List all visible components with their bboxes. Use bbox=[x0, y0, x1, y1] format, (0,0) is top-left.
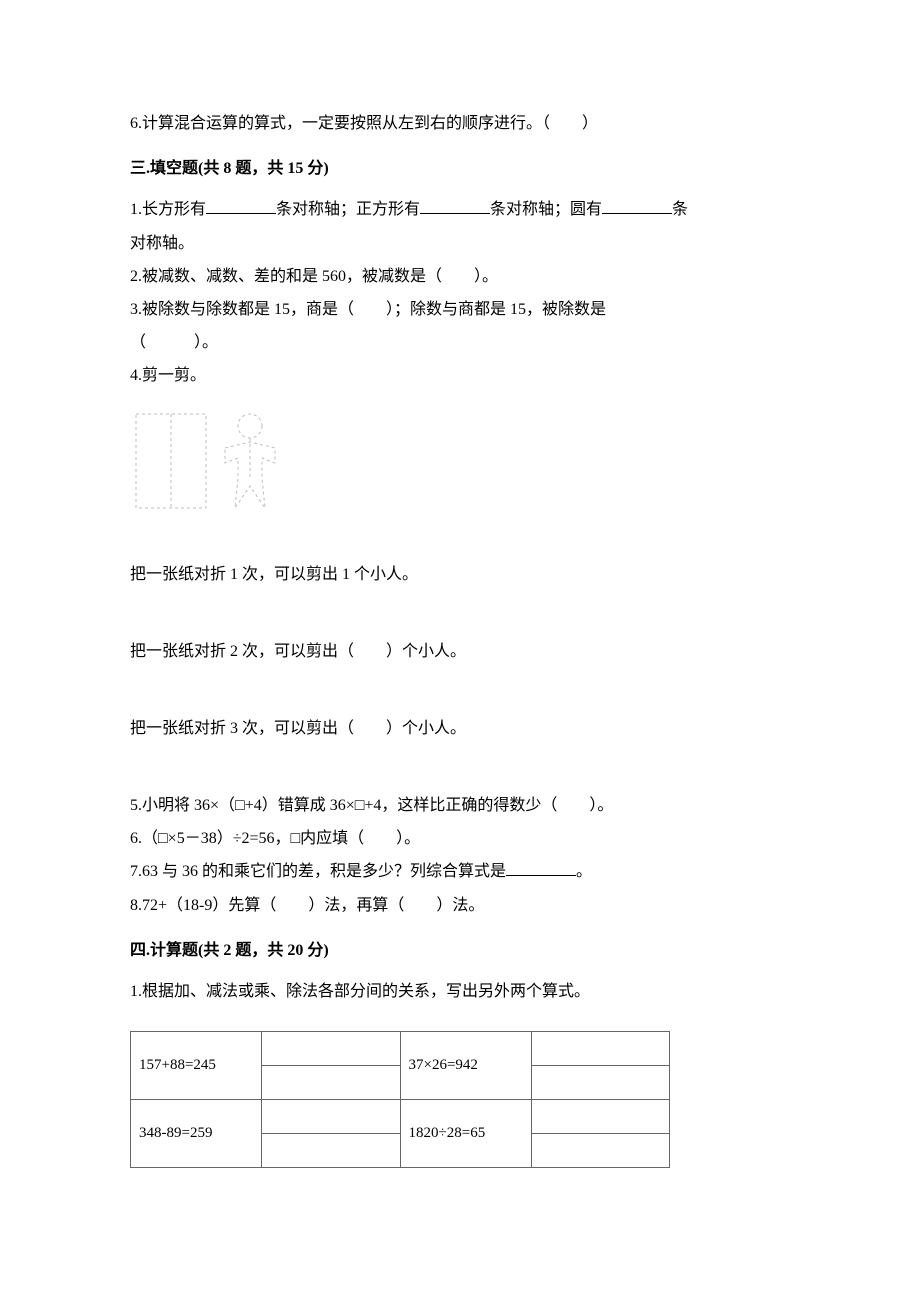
fold-figure bbox=[130, 408, 790, 523]
s3-q1-a: 1.长方形有 bbox=[130, 201, 206, 218]
s3-q5: 5.小明将 36×（□+4）错算成 36×□+4，这样比正确的得数少（ ）。 bbox=[130, 792, 790, 819]
cell-blank bbox=[531, 1032, 669, 1066]
s3-q1-b: 条对称轴；正方形有 bbox=[276, 201, 420, 218]
cell-348: 348-89=259 bbox=[131, 1100, 262, 1168]
cell-blank bbox=[262, 1100, 400, 1134]
person-icon bbox=[225, 414, 275, 508]
s3-q4-l2: 把一张纸对折 2 次，可以剪出（ ）个小人。 bbox=[130, 638, 790, 665]
s3-q1: 1.长方形有 条对称轴；正方形有 条对称轴；圆有 条 bbox=[130, 196, 790, 223]
calc-table: 157+88=245 37×26=942 348-89=259 1820÷28=… bbox=[130, 1031, 670, 1168]
spacer bbox=[130, 594, 790, 638]
spacer bbox=[130, 533, 790, 561]
s3-q4: 4.剪一剪。 bbox=[130, 362, 790, 389]
blank bbox=[602, 197, 672, 214]
s3-q8: 8.72+（18-9）先算（ ）法，再算（ ）法。 bbox=[130, 892, 790, 919]
s3-q3b: （ ）。 bbox=[130, 329, 790, 356]
cell-1820: 1820÷28=65 bbox=[400, 1100, 531, 1168]
section2-q6: 6.计算混合运算的算式，一定要按照从左到右的顺序进行。（ ） bbox=[130, 110, 790, 137]
s3-q6: 6.（□×5－38）÷2=56，□内应填（ ）。 bbox=[130, 825, 790, 852]
s3-q2: 2.被减数、减数、差的和是 560，被减数是（ ）。 bbox=[130, 263, 790, 290]
spacer bbox=[130, 671, 790, 715]
calc-table-wrap: 157+88=245 37×26=942 348-89=259 1820÷28=… bbox=[130, 1031, 790, 1168]
s3-q1-cont: 对称轴。 bbox=[130, 230, 790, 257]
s3-q3a: 3.被除数与除数都是 15，商是（ ）；除数与商都是 15，被除数是 bbox=[130, 296, 790, 323]
s3-q7-a: 7.63 与 36 的和乘它们的差，积是多少？列综合算式是 bbox=[130, 863, 506, 880]
s3-q7: 7.63 与 36 的和乘它们的差，积是多少？列综合算式是 。 bbox=[130, 858, 790, 885]
s3-q4-l1: 把一张纸对折 1 次，可以剪出 1 个小人。 bbox=[130, 561, 790, 588]
section3-title: 三.填空题(共 8 题，共 15 分) bbox=[130, 155, 790, 182]
cell-blank bbox=[531, 1134, 669, 1168]
fold-svg bbox=[130, 408, 300, 518]
table-row: 348-89=259 1820÷28=65 bbox=[131, 1100, 670, 1134]
blank bbox=[506, 859, 576, 876]
cell-blank bbox=[262, 1032, 400, 1066]
blank bbox=[206, 197, 276, 214]
s3-q1-c: 条对称轴；圆有 bbox=[490, 201, 602, 218]
s4-q1: 1.根据加、减法或乘、除法各部分间的关系，写出另外两个算式。 bbox=[130, 978, 790, 1005]
cell-blank bbox=[262, 1066, 400, 1100]
cell-157: 157+88=245 bbox=[131, 1032, 262, 1100]
s3-q1-d: 条 bbox=[672, 201, 688, 218]
cell-37: 37×26=942 bbox=[400, 1032, 531, 1100]
s3-q7-b: 。 bbox=[576, 863, 592, 880]
spacer bbox=[130, 748, 790, 792]
s3-q4-l3: 把一张纸对折 3 次，可以剪出（ ）个小人。 bbox=[130, 715, 790, 742]
cell-blank bbox=[262, 1134, 400, 1168]
cell-blank bbox=[531, 1066, 669, 1100]
table-row: 157+88=245 37×26=942 bbox=[131, 1032, 670, 1066]
page: 6.计算混合运算的算式，一定要按照从左到右的顺序进行。（ ） 三.填空题(共 8… bbox=[0, 0, 920, 1228]
section4-title: 四.计算题(共 2 题，共 20 分) bbox=[130, 937, 790, 964]
blank bbox=[420, 197, 490, 214]
cell-blank bbox=[531, 1100, 669, 1134]
